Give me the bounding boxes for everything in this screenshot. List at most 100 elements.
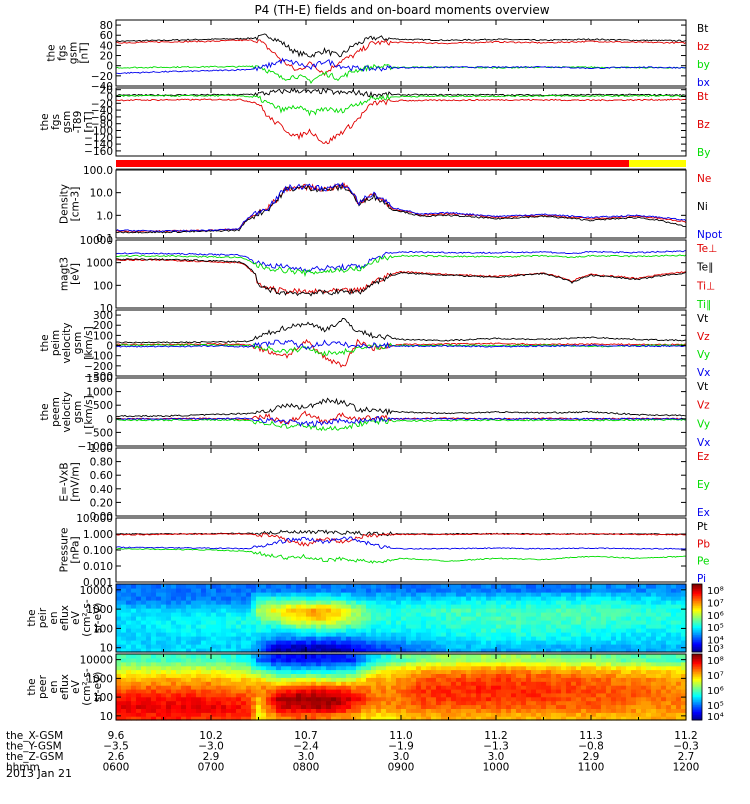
spectrogram-cell	[131, 584, 137, 589]
spectrogram-cell	[561, 620, 567, 625]
spectrogram-cell	[591, 692, 597, 698]
spectrogram-cell	[246, 628, 252, 633]
spectrogram-cell	[266, 584, 272, 589]
spectrogram-cell	[321, 716, 327, 721]
spectrogram-cell	[331, 612, 337, 617]
y-axis-label: [km/s]	[83, 326, 95, 360]
series-line-pressure-2	[116, 547, 686, 564]
spectrogram-cell	[651, 712, 657, 717]
spectrogram-cell	[136, 681, 142, 686]
spectrogram-cell	[401, 665, 407, 671]
spectrogram-cell	[526, 608, 532, 613]
spectrogram-cell	[371, 620, 377, 625]
spectrogram-cell	[426, 640, 432, 645]
spectrogram-cell	[166, 636, 172, 641]
spectrogram-cell	[296, 681, 302, 686]
spectrogram-cell	[351, 665, 357, 671]
spectrogram-cell	[521, 600, 527, 605]
spectrogram-cell	[206, 654, 212, 659]
spectrogram-cell	[441, 716, 447, 721]
spectrogram-cell	[366, 673, 372, 678]
spectrogram-cell	[661, 677, 667, 682]
spectrogram-cell	[511, 600, 517, 605]
spectrogram-cell	[346, 708, 352, 713]
spectrogram-cell	[491, 644, 497, 649]
spectrogram-cell	[271, 716, 277, 721]
spectrogram-cell	[671, 644, 677, 649]
spectrogram-cell	[506, 661, 512, 667]
spectrogram-cell	[486, 628, 492, 633]
spectrogram-cell	[331, 588, 337, 593]
spectrogram-cell	[486, 648, 492, 653]
spectrogram-cell	[161, 688, 167, 694]
spectrogram-cell	[611, 669, 617, 674]
legend-entry: by	[697, 59, 710, 71]
spectrogram-cell	[666, 620, 672, 625]
spectrogram-cell	[376, 604, 382, 609]
spectrogram-cell	[186, 644, 192, 649]
spectrogram-cell	[681, 704, 687, 709]
spectrogram-cell	[166, 688, 172, 694]
spectrogram-cell	[486, 584, 492, 589]
spectrogram-cell	[621, 669, 627, 674]
spectrogram-cell	[151, 677, 157, 682]
spectrogram-cell	[236, 673, 242, 678]
spectrogram-cell	[266, 661, 272, 667]
spectrogram-cell	[451, 654, 457, 659]
spectrogram-cell	[176, 677, 182, 682]
spectrogram-cell	[301, 708, 307, 713]
spectrogram-cell	[121, 604, 127, 609]
spectrogram-cell	[676, 584, 682, 589]
spectrogram-cell	[376, 616, 382, 621]
spectrogram-cell	[231, 624, 237, 629]
spectrogram-cell	[616, 608, 622, 613]
spectrogram-cell	[411, 716, 417, 721]
spectrogram-cell	[266, 620, 272, 625]
spectrogram-cell	[636, 620, 642, 625]
spectrogram-cell	[276, 654, 282, 659]
spectrogram-cell	[606, 624, 612, 629]
spectrogram-cell	[356, 640, 362, 645]
spectrogram-cell	[506, 588, 512, 593]
spectrogram-cell	[476, 661, 482, 667]
spectrogram-cell	[401, 592, 407, 597]
colorbar-cell	[692, 648, 702, 651]
spectrogram-cell	[526, 604, 532, 609]
spectrogram-cell	[316, 692, 322, 698]
spectrogram-cell	[136, 584, 142, 589]
spectrogram-cell	[276, 600, 282, 605]
spectrogram-cell	[416, 677, 422, 682]
spectrogram-cell	[321, 665, 327, 671]
spectrogram-cell	[126, 600, 132, 605]
colorbar-cell	[692, 663, 702, 666]
spectrogram-cell	[346, 681, 352, 686]
spectrogram-cell	[621, 665, 627, 671]
spectrogram-cell	[371, 592, 377, 597]
spectrogram-cell	[471, 661, 477, 667]
spectrogram-cell	[396, 696, 402, 702]
spectrogram-cell	[416, 588, 422, 593]
spectrogram-cell	[451, 708, 457, 713]
spectrogram-cell	[351, 657, 357, 663]
spectrogram-cell	[421, 616, 427, 621]
spectrogram-cell	[636, 696, 642, 702]
spectrogram-cell	[236, 620, 242, 625]
spectrogram-cell	[476, 612, 482, 617]
spectrogram-cell	[146, 688, 152, 694]
spectrogram-cell	[131, 628, 137, 633]
spectrogram-cell	[536, 677, 542, 682]
spectrogram-cell	[536, 648, 542, 653]
spectrogram-cell	[646, 700, 652, 706]
spectrogram-cell	[126, 608, 132, 613]
spectrogram-cell	[436, 688, 442, 694]
spectrogram-cell	[481, 712, 487, 717]
spectrogram-cell	[486, 685, 492, 690]
colorbar-cell	[692, 635, 702, 638]
spectrogram-cell	[291, 608, 297, 613]
spectrogram-cell	[356, 632, 362, 637]
spectrogram-cell	[331, 716, 337, 721]
spectrogram-cell	[486, 700, 492, 706]
spectrogram-cell	[596, 712, 602, 717]
